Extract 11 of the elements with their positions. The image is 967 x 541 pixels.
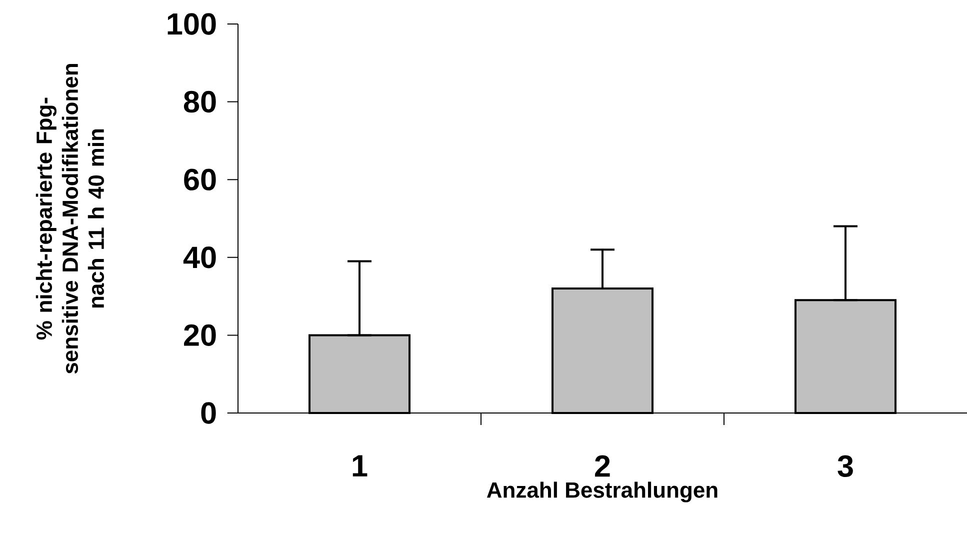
y-axis-title: % nicht-reparierte Fpg-sensitive DNA-Modifikationen nach 11 h 40 min bbox=[36, 64, 104, 374]
x-axis-title: Anzahl Bestrahlungen bbox=[486, 482, 718, 502]
y-tick-label: 0 bbox=[201, 402, 216, 424]
y-tick-label: 40 bbox=[183, 246, 216, 268]
x-tick-label: 1 bbox=[352, 455, 368, 476]
x-tick-label: 3 bbox=[838, 455, 853, 477]
y-tick-label: 100 bbox=[168, 13, 216, 35]
y-tick-label: 20 bbox=[184, 324, 216, 346]
x-tick-label: 2 bbox=[595, 455, 610, 477]
y-tick-label: 80 bbox=[184, 90, 216, 113]
y-tick-label: 60 bbox=[184, 168, 216, 190]
